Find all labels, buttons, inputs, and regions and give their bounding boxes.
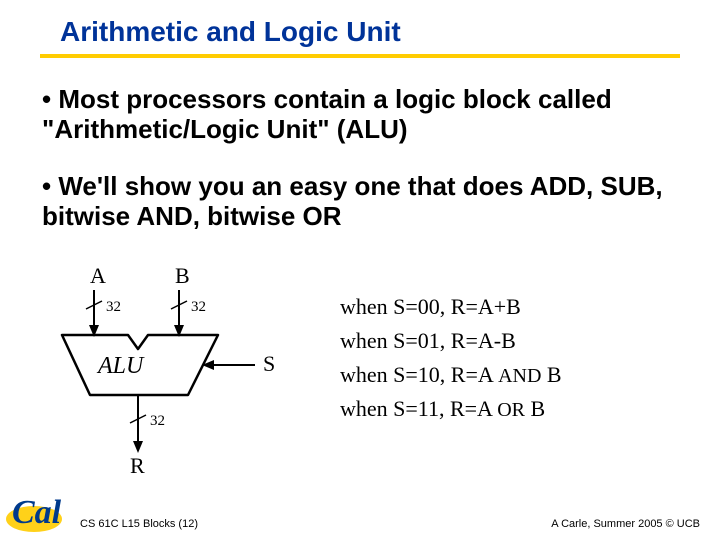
slide-title: Arithmetic and Logic Unit — [60, 16, 401, 48]
alu-diagram: A 32 B 32 ALU S 32 R — [50, 265, 310, 480]
title-underline — [40, 54, 680, 58]
input-b-label: B — [175, 265, 190, 288]
input-a-width: 32 — [106, 299, 121, 315]
footer-right: A Carle, Summer 2005 © UCB — [551, 518, 700, 530]
output-label: R — [130, 453, 145, 478]
input-a-label: A — [90, 265, 106, 288]
truth-row-3: when S=11, R=A OR B — [340, 392, 562, 426]
alu-label: ALU — [96, 353, 145, 379]
input-b-width: 32 — [191, 299, 206, 315]
bullet-2: • We'll show you an easy one that does A… — [42, 172, 680, 232]
truth-row-2: when S=10, R=A AND B — [340, 358, 562, 392]
footer-left: CS 61C L15 Blocks (12) — [80, 518, 198, 530]
truth-row-1: when S=01, R=A-B — [340, 324, 562, 358]
bullet-1: • Most processors contain a logic block … — [42, 85, 680, 145]
svg-text:Cal: Cal — [12, 494, 62, 531]
select-label: S — [263, 351, 275, 376]
output-width: 32 — [150, 413, 165, 429]
cal-logo-icon: Cal — [0, 485, 70, 540]
truth-row-0: when S=00, R=A+B — [340, 290, 562, 324]
truth-table: when S=00, R=A+B when S=01, R=A-B when S… — [340, 290, 562, 426]
